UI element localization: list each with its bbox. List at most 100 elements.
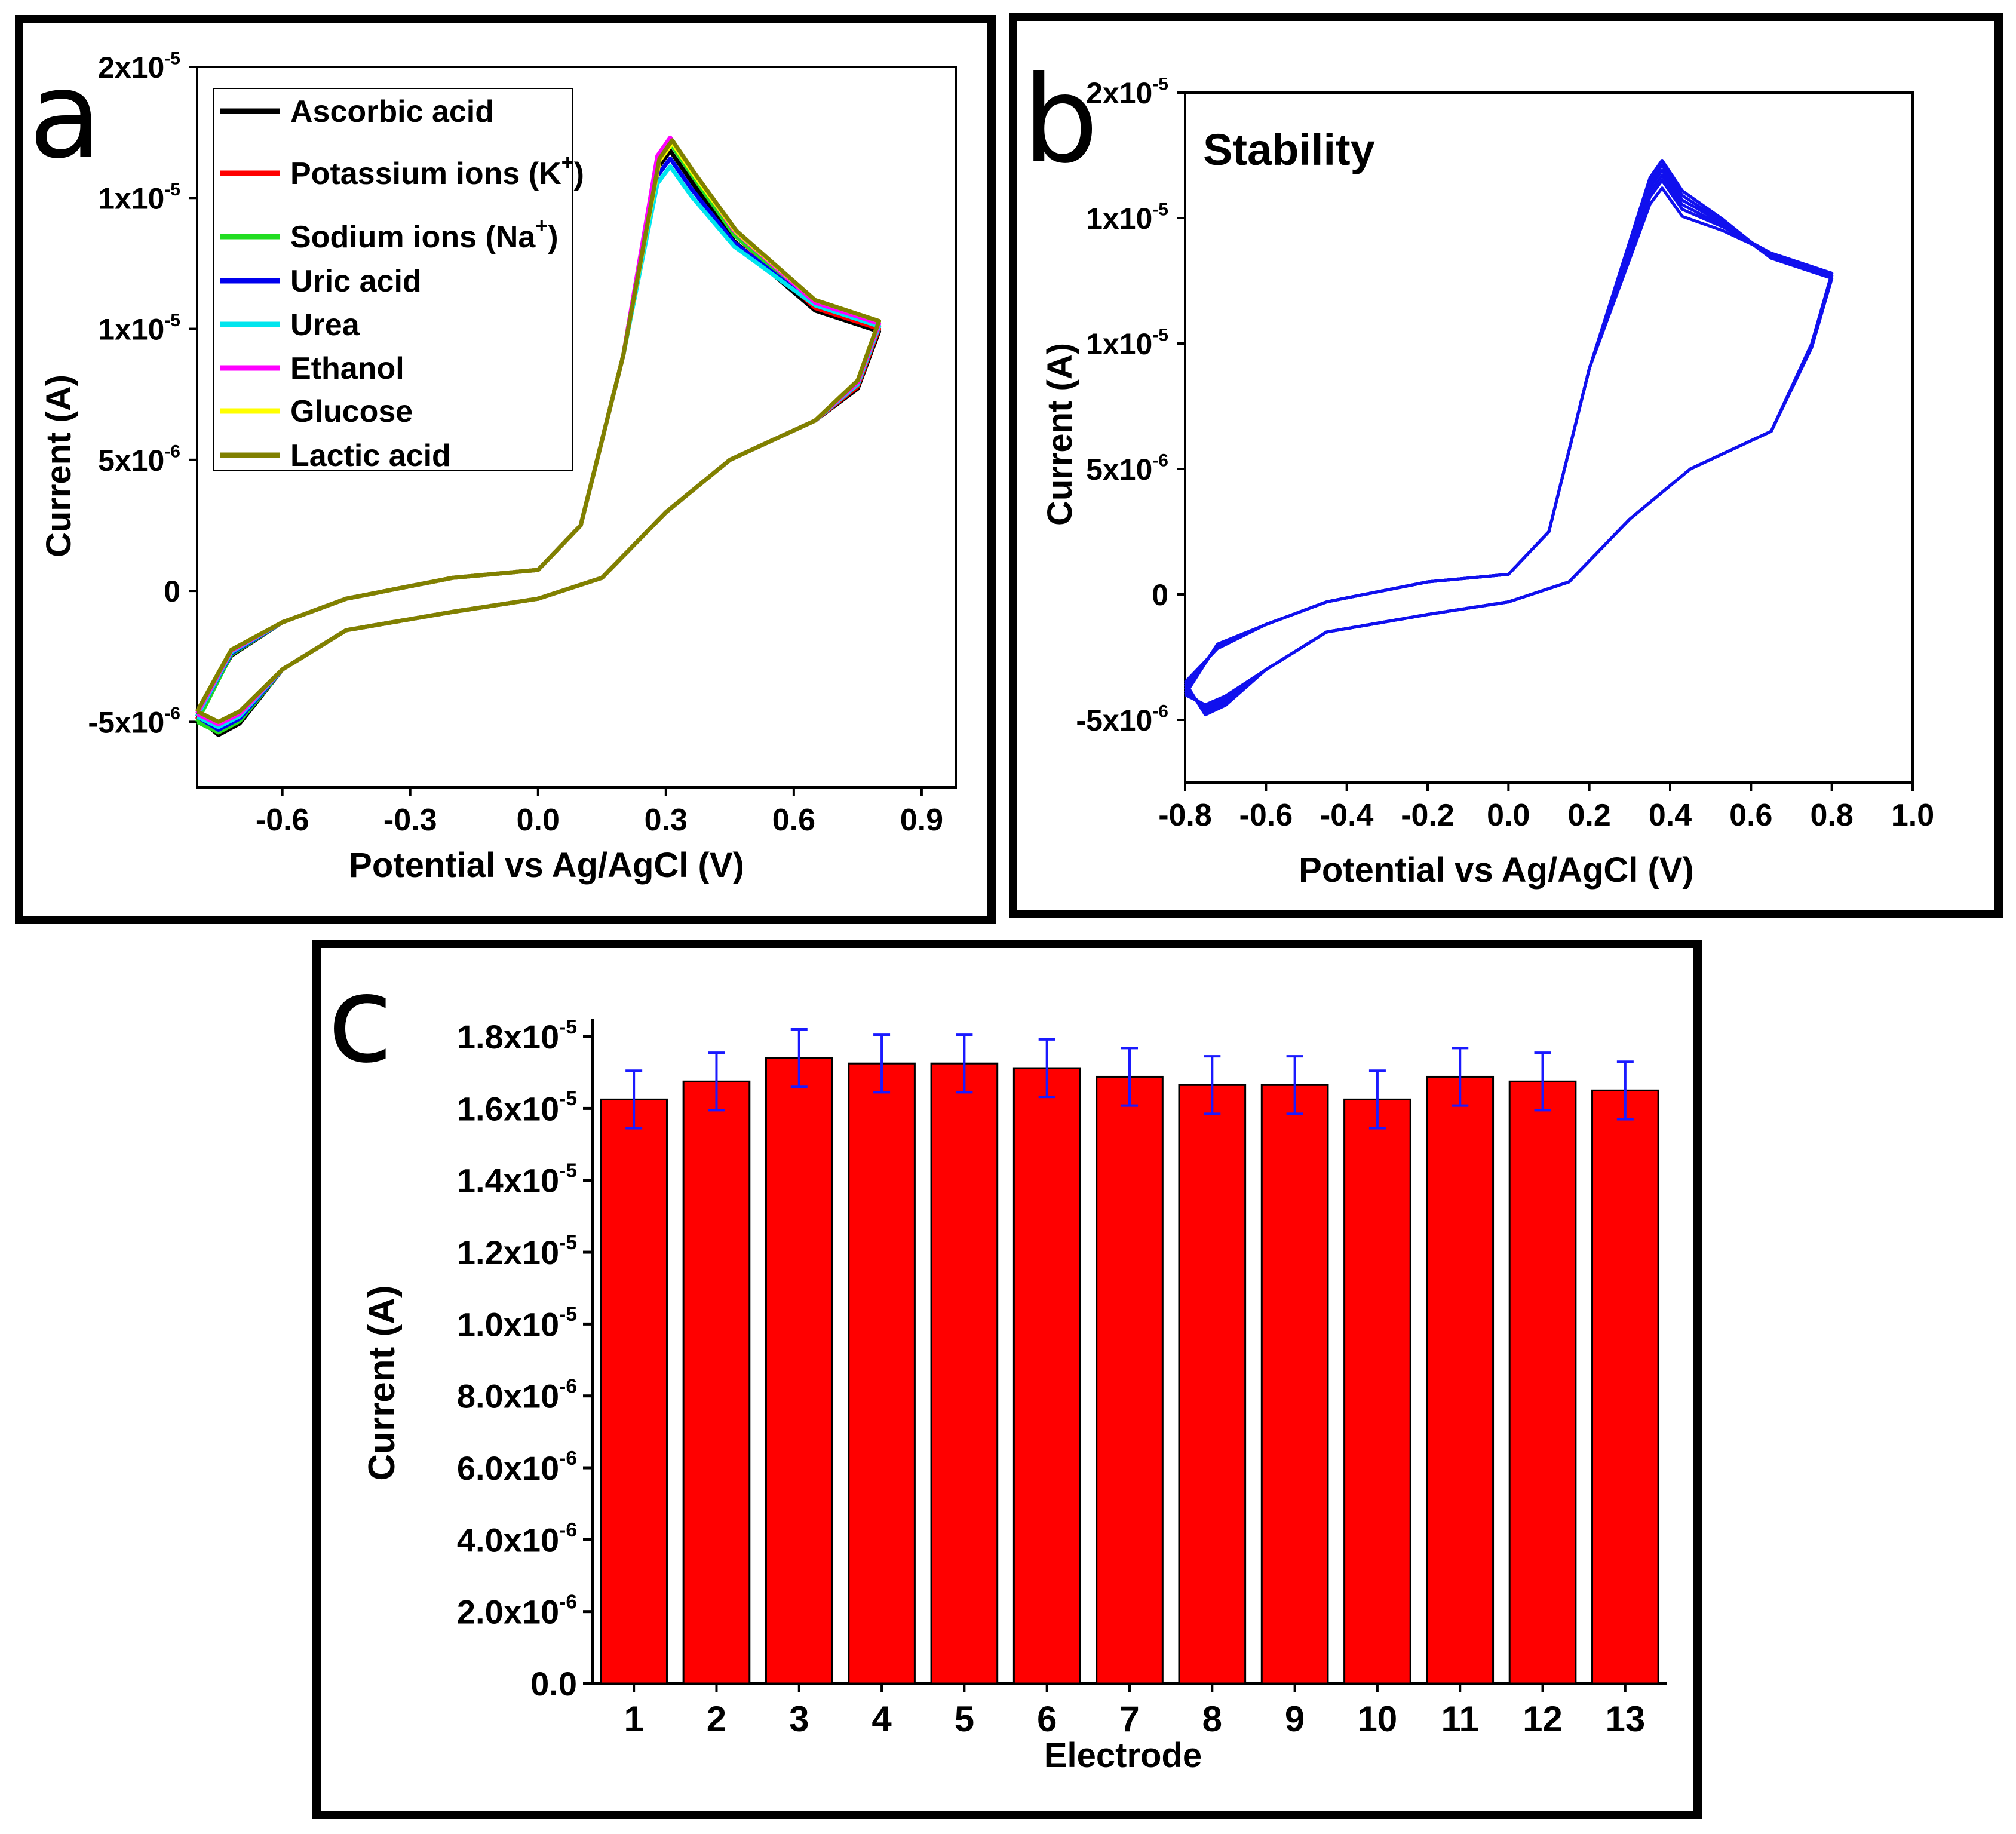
panel-b-x-tick-label: 0.0	[1487, 798, 1530, 833]
panel-c-x-tick-label: 6	[1037, 1699, 1057, 1739]
panel-a-y-tick-label: 1x10-5	[98, 311, 180, 346]
panel-b-cycle-line	[1183, 174, 1834, 709]
panel-b-x-tick-label: 1.0	[1891, 798, 1934, 833]
panel-c-x-tick-label: 5	[955, 1699, 974, 1739]
panel-a-x-axis-label: Potential vs Ag/AgCl (V)	[349, 846, 744, 885]
panel-b-y-tick-label: -5x10-6	[1076, 702, 1168, 738]
panel-c-bar	[1426, 1075, 1495, 1685]
panel-a: a -0.6 -0.3 0.0 0.3 0.6 0.9 -5x10-6 0 5x10-6 1x10…	[15, 15, 996, 924]
panel-a-plot-frame	[196, 66, 957, 789]
panel-c-bar	[1343, 1098, 1411, 1685]
panel-c-y-tick-label: 1.8x10-5	[457, 1016, 577, 1056]
panel-b-y-tick-label: 1x10-5	[1086, 200, 1168, 236]
panel-c-x-tick-label: 12	[1523, 1699, 1563, 1739]
panel-c-x-tick-label: 4	[872, 1699, 892, 1739]
panel-b-y-axis-label: Current (A)	[1041, 343, 1079, 526]
panel-b-x-tick-label: 0.2	[1568, 798, 1611, 833]
panel-b-x-tick-label: 0.6	[1729, 798, 1772, 833]
panel-a-legend-label: Lactic acid	[290, 438, 451, 473]
panel-b-cycle-line	[1183, 158, 1834, 717]
panel-c-x-tick-label: 9	[1285, 1699, 1305, 1739]
panel-a-letter: a	[29, 46, 102, 185]
panel-c-bar	[1096, 1075, 1164, 1685]
panel-a-y-tick-label: 1x10-5	[98, 180, 180, 216]
panel-a-series-lactic-acid-line	[195, 138, 882, 724]
panel-c-bar	[682, 1080, 751, 1685]
panel-a-frame	[15, 15, 996, 924]
panel-b-x-tick-label: -0.2	[1401, 798, 1455, 833]
panel-c-y-tick-label: 1.4x10-5	[457, 1160, 577, 1200]
panel-b-x-tick-label: 0.8	[1811, 798, 1854, 833]
panel-c-y-tick-label: 8.0x10-6	[457, 1376, 577, 1415]
panel-b-y-tick-label: 0	[1152, 578, 1168, 612]
panel-c-x-tick-label: 11	[1441, 1699, 1479, 1739]
panel-c-y-tick-label: 1.0x10-5	[457, 1304, 577, 1343]
panel-c-plot: 0.0 2.0x10-6 4.0x10-6 6.0x10-6 8.0x10-6 1.0x1…	[457, 1016, 1667, 1739]
panel-a-legend-label: Potassium ions (K+)	[290, 150, 584, 191]
panel-c: c 0.0 2.0x10-6 4.0x10-6 6.0x10-6 8.0x10-6 1.0…	[312, 940, 1702, 1819]
panel-a-x-tick-label: 0.3	[645, 803, 688, 838]
panel-c-x-tick-label: 13	[1605, 1699, 1645, 1739]
panel-b-plot-frame	[1184, 91, 1914, 784]
panel-a-x-tick-label: -0.3	[383, 803, 437, 838]
panel-b-cycle-line	[1183, 186, 1834, 707]
panel-b-cycle-line	[1184, 168, 1834, 711]
panel-a-legend-label: Uric acid	[290, 264, 422, 299]
panel-c-y-tick-label: 1.6x10-5	[457, 1088, 577, 1127]
panel-c-bar	[765, 1057, 833, 1685]
panel-c-bar	[1178, 1084, 1247, 1685]
panel-c-x-tick-label: 1	[624, 1699, 643, 1739]
panel-b-letter: b	[1023, 51, 1098, 190]
panel-a-y-axis-label: Current (A)	[39, 375, 78, 557]
panel-c-x-tick-label: 2	[707, 1699, 726, 1739]
panel-b-y-tick-label: 1x10-5	[1086, 326, 1168, 361]
panel-a-legend-label: Urea	[290, 308, 360, 342]
panel-c-letter: c	[327, 950, 393, 1090]
panel-c-frame	[312, 940, 1702, 1819]
panel-a-x-tick-label: -0.6	[256, 803, 309, 838]
panel-a-legend-label: Ethanol	[290, 351, 404, 386]
panel-b-cycle-line	[1183, 179, 1834, 709]
panel-a-y-tick-label: 5x10-6	[98, 441, 180, 477]
panel-c-x-tick-label: 3	[789, 1699, 809, 1739]
panel-c-bar	[1012, 1067, 1081, 1685]
panel-a-y-tick-label: -5x10-6	[88, 704, 180, 740]
panel-c-y-tick-label: 4.0x10-6	[457, 1519, 577, 1559]
panel-a-x-tick-label: 0.9	[900, 803, 943, 838]
panel-b-x-tick-label: -0.4	[1320, 798, 1374, 833]
panel-c-y-tick-label: 1.2x10-5	[457, 1232, 577, 1271]
panel-c-bar	[930, 1062, 999, 1685]
panel-c-bar	[1591, 1089, 1659, 1685]
panel-b-title: Stability	[1203, 125, 1375, 174]
panel-c-bar	[1260, 1084, 1329, 1685]
panel-c-y-tick-label: 2.0x10-6	[457, 1591, 577, 1630]
panel-a-legend-label: Sodium ions (Na+)	[290, 213, 559, 254]
panel-a-x-tick-label: 0.0	[517, 803, 560, 838]
panel-b-x-tick-label: -0.6	[1239, 798, 1293, 833]
panel-b-x-axis-label: Potential vs Ag/AgCl (V)	[1299, 851, 1694, 890]
panel-b-x-tick-label: 0.4	[1649, 798, 1692, 833]
panel-a-y-tick-label: 2x10-5	[98, 49, 180, 85]
panel-c-y-tick-label: 6.0x10-6	[457, 1447, 577, 1487]
panel-b-x-tick-label: -0.8	[1158, 798, 1212, 833]
panel-b-y-tick-label: 5x10-6	[1086, 451, 1168, 487]
panel-a-x-tick-label: 0.6	[772, 803, 815, 838]
panel-b: b -0.8 -0.6 -0.4 -0.2 0.0 0.2 0.4 0.6 0.8 1.0 -5x1…	[1009, 13, 2003, 918]
panel-c-x-tick-label: 8	[1202, 1699, 1222, 1739]
panel-b-plot: -0.8 -0.6 -0.4 -0.2 0.0 0.2 0.4 0.6 0.8 1.0 -5x10-…	[1076, 75, 1934, 833]
panel-a-legend: Ascorbic acid Potassium ions (K+) Sodium i…	[213, 88, 584, 473]
panel-c-bar	[600, 1098, 668, 1685]
panel-c-x-tick-label: 7	[1119, 1699, 1139, 1739]
panel-b-frame	[1009, 13, 2003, 918]
panel-a-legend-label: Ascorbic acid	[290, 94, 494, 129]
panel-b-cycle-line	[1183, 164, 1834, 714]
panel-a-legend-label: Glucose	[290, 394, 413, 429]
panel-c-y-tick-label: 0.0	[530, 1665, 577, 1703]
panel-c-bar	[848, 1062, 916, 1685]
panel-c-y-axis-label: Current (A)	[361, 1285, 403, 1480]
panel-a-plot: -0.6 -0.3 0.0 0.3 0.6 0.9 -5x10-6 0 5x10-6 1x10-5…	[88, 49, 957, 838]
panel-c-bar	[1508, 1080, 1577, 1685]
panel-c-x-axis-label: Electrode	[1044, 1736, 1202, 1775]
panel-b-y-tick-label: 2x10-5	[1086, 75, 1168, 111]
